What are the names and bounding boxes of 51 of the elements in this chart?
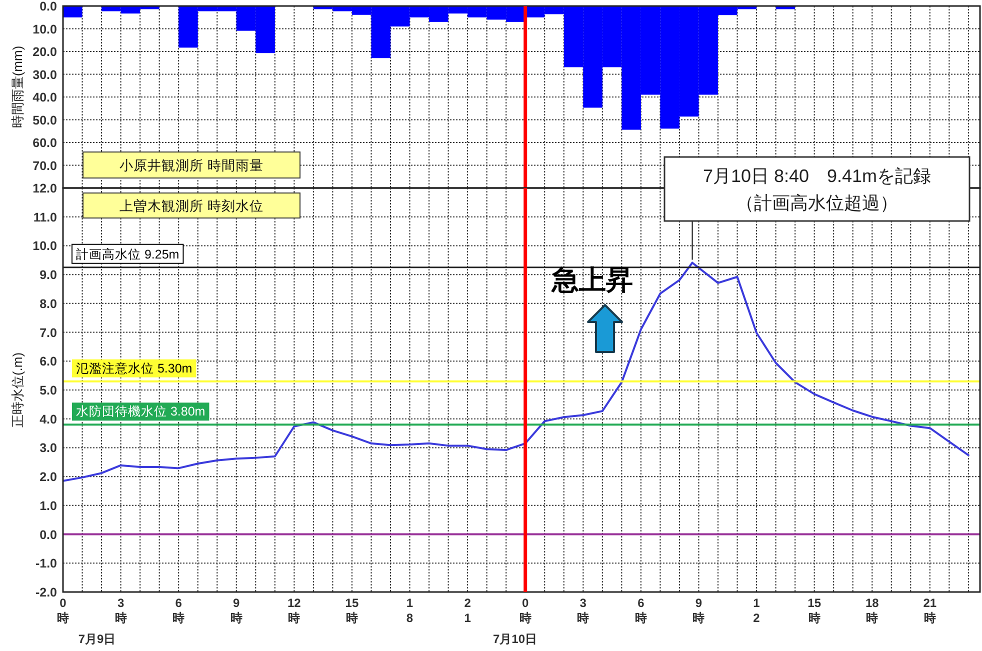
x-tick-label: 18時 bbox=[865, 596, 880, 625]
y-tick-label: 1.0 bbox=[40, 498, 58, 513]
y-tick-label: 0.0 bbox=[40, 0, 58, 14]
x-tick-label: 0時 bbox=[57, 596, 69, 625]
x-tick-label: 12 bbox=[753, 596, 760, 625]
y-tick-label: 7.0 bbox=[40, 326, 58, 340]
y-tick-label: 70.0 bbox=[32, 158, 58, 173]
x-tick-label: 3時 bbox=[577, 596, 590, 625]
x-tick-label: 18 bbox=[406, 596, 414, 625]
annotation: 7月10日 8:40 9.41mを記録 bbox=[702, 166, 932, 186]
x-tick-label: 21時 bbox=[923, 596, 937, 625]
y-tick-label: 10.0 bbox=[32, 22, 58, 36]
y-tick-label: 2.0 bbox=[40, 470, 58, 484]
y-tick-label: 6.0 bbox=[40, 354, 58, 369]
x-tick-label: 15時 bbox=[345, 596, 359, 625]
ref-line-label: 水防団待機水位 3.80m bbox=[76, 404, 206, 419]
text: 7月10日 bbox=[492, 632, 538, 646]
x-tick-label: 9時 bbox=[692, 596, 705, 625]
y-axis-title: 時間雨量(mm) bbox=[10, 46, 25, 128]
y-tick-label: 40.0 bbox=[32, 90, 58, 104]
x-tick-label: 6時 bbox=[172, 596, 185, 625]
y-tick-label: 50.0 bbox=[32, 113, 58, 128]
y-tick-label: 4.0 bbox=[40, 412, 58, 426]
y-tick-label: -2.0 bbox=[35, 586, 58, 600]
y-tick-label: 12.0 bbox=[32, 182, 58, 196]
annotation: 上曽木観測所 時刻水位 bbox=[120, 198, 264, 214]
x-tick-label: 15時 bbox=[808, 596, 822, 625]
x-tick-label: 21 bbox=[464, 596, 472, 625]
y-tick-label: 30.0 bbox=[32, 68, 58, 82]
annotation: （計画高水位超過） bbox=[736, 193, 898, 213]
y-tick-label: 5.0 bbox=[40, 384, 58, 398]
x-tick-label: 12時 bbox=[287, 596, 302, 625]
x-tick-label: 9時 bbox=[230, 596, 242, 625]
y-axis-title: 正時水位(.m) bbox=[10, 352, 25, 428]
y-tick-label: 11.0 bbox=[33, 210, 58, 224]
y-tick-label: 3.0 bbox=[40, 441, 58, 456]
y-tick-label: 10.0 bbox=[32, 239, 58, 254]
ref-line-label: 計画高水位 9.25m bbox=[76, 246, 180, 262]
y-tick-label: 20.0 bbox=[32, 45, 58, 59]
annotation: 小原井観測所 時間雨量 bbox=[120, 158, 264, 173]
x-tick-label: 0時 bbox=[519, 596, 532, 625]
annotation: 急上昇 bbox=[551, 265, 633, 295]
text: 7月9日 bbox=[78, 632, 116, 646]
x-tick-label: 6時 bbox=[634, 596, 647, 625]
y-tick-label: 9.0 bbox=[40, 268, 58, 282]
y-tick-label: 0.0 bbox=[40, 528, 58, 542]
x-tick-label: 3時 bbox=[114, 596, 127, 625]
ref-line-label: 氾濫注意水位 5.30m bbox=[76, 361, 192, 376]
y-tick-label: -1.0 bbox=[35, 556, 58, 571]
y-tick-label: 60.0 bbox=[32, 136, 58, 150]
y-tick-label: 8.0 bbox=[40, 296, 58, 311]
